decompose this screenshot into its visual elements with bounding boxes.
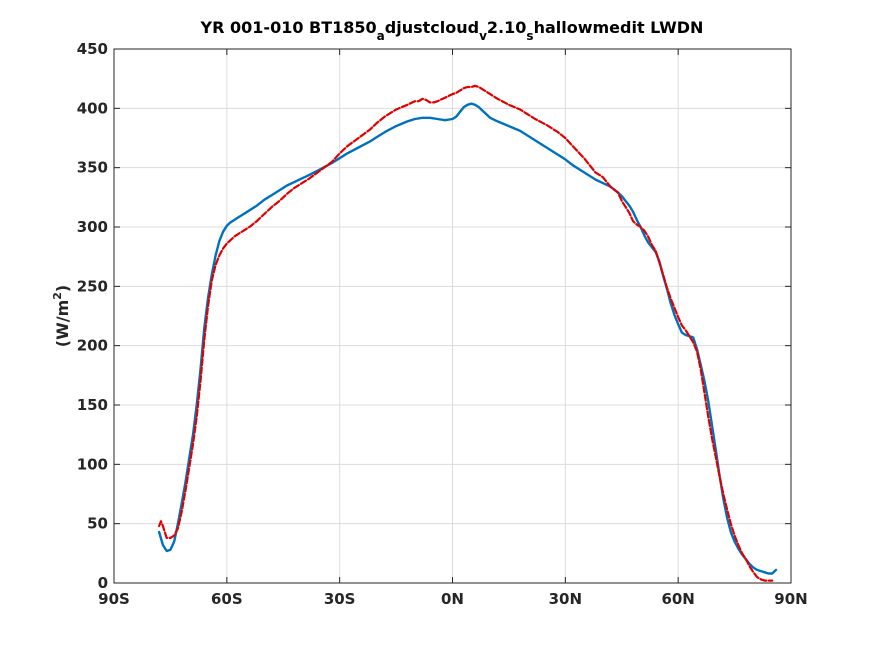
series-line-2 — [158, 84, 774, 582]
series-layer — [157, 84, 778, 582]
y-axis-label: (W/m2) — [51, 285, 72, 347]
series-line-1 — [157, 102, 778, 575]
y-tick-label: 150 — [77, 396, 108, 414]
y-tick-label: 100 — [77, 455, 108, 473]
y-tick-label: 400 — [77, 99, 108, 117]
x-tick-label: 90S — [98, 590, 130, 608]
y-tick-label: 200 — [77, 337, 108, 355]
x-tick-label: 30S — [324, 590, 356, 608]
y-tick-label: 450 — [77, 40, 108, 58]
x-tick-label: 0N — [441, 590, 464, 608]
y-tick-label: 50 — [87, 515, 108, 533]
y-tick-label: 350 — [77, 159, 108, 177]
x-tick-label: 60S — [211, 590, 243, 608]
x-tick-label: 90N — [774, 590, 807, 608]
y-tick-label: 300 — [77, 218, 108, 236]
chart-title: YR 001-010 BT1850adjustcloudv2.10shallow… — [200, 18, 704, 43]
y-tick-label: 0 — [98, 574, 108, 592]
tick-layer: 90S 60S 30S 0N 30N 60N 90N 0 50 100 150 200 250 300 35… — [77, 40, 808, 608]
y-tick-label: 250 — [77, 277, 108, 295]
x-tick-label: 60N — [661, 590, 694, 608]
x-tick-label: 30N — [549, 590, 582, 608]
